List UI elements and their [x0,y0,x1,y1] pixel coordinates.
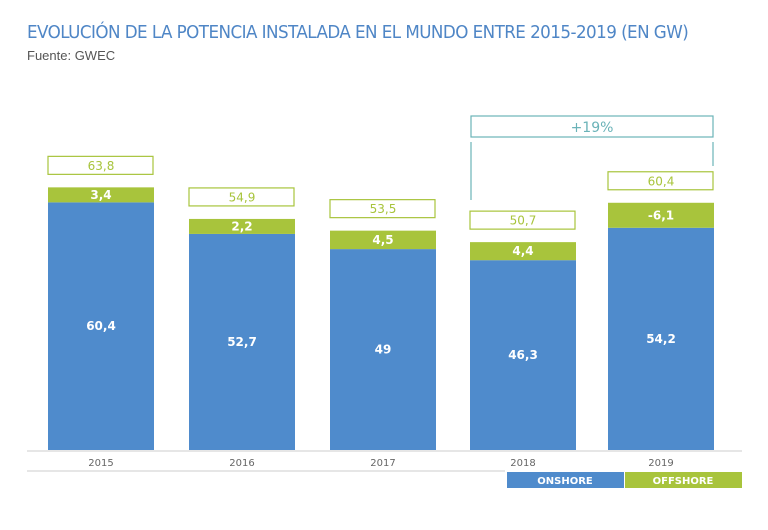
legend: ONSHORE OFFSHORE [507,472,742,488]
chart-source: Fuente: GWEC [27,48,116,63]
total-box-2015 [47,155,154,175]
label-total-2018: 50,7 [510,214,537,228]
x-tick-2017: 2017 [370,458,395,469]
bar-offshore-2015 [48,187,154,203]
bar-onshore-2016 [189,233,295,450]
label-onshore-2016: 52,7 [227,335,257,349]
total-box-2019 [607,171,714,191]
label-onshore-2019: 54,2 [646,332,676,346]
total-box-2016 [188,187,295,207]
label-total-2019: 60,4 [648,174,675,188]
x-tick-2019: 2019 [648,458,673,469]
x-tick-2018: 2018 [510,458,535,469]
growth-box [470,115,714,138]
bar-offshore-2019 [608,202,714,228]
bar-offshore-2018 [470,242,576,261]
label-offshore-2015: 3,4 [90,188,111,202]
x-tick-2016: 2016 [229,458,254,469]
total-box-2018 [469,210,576,230]
chart-title: EVOLUCIÓN DE LA POTENCIA INSTALADA EN EL… [27,22,689,43]
label-offshore-2017: 4,5 [372,233,393,247]
label-total-2017: 53,5 [370,202,397,216]
bar-onshore-2018 [470,260,576,450]
bars-group: 60,4 3,4 63,8 2015 52,7 2,2 54,9 2016 49 4,5 53,5 2… [47,155,714,469]
label-offshore-2016: 2,2 [231,219,252,233]
bar-onshore-2017 [330,249,436,450]
legend-swatch-onshore [507,472,624,488]
label-onshore-2018: 46,3 [508,348,538,362]
label-onshore-2015: 60,4 [86,319,116,333]
total-box-2017 [329,199,436,219]
label-total-2016: 54,9 [229,190,256,204]
label-offshore-2019: -6,1 [648,208,674,222]
bar-offshore-2016 [189,218,295,234]
growth-annotation: +19% [470,115,714,200]
legend-label-onshore: ONSHORE [537,476,593,487]
growth-label: +19% [571,120,614,136]
x-tick-2015: 2015 [88,458,113,469]
label-onshore-2017: 49 [375,343,392,357]
legend-label-offshore: OFFSHORE [653,476,714,487]
bar-onshore-2019 [608,227,714,450]
bar-onshore-2015 [48,202,154,450]
label-offshore-2018: 4,4 [512,244,533,258]
label-total-2015: 63,8 [88,159,115,173]
bar-offshore-2017 [330,230,436,250]
legend-swatch-offshore [625,472,742,488]
